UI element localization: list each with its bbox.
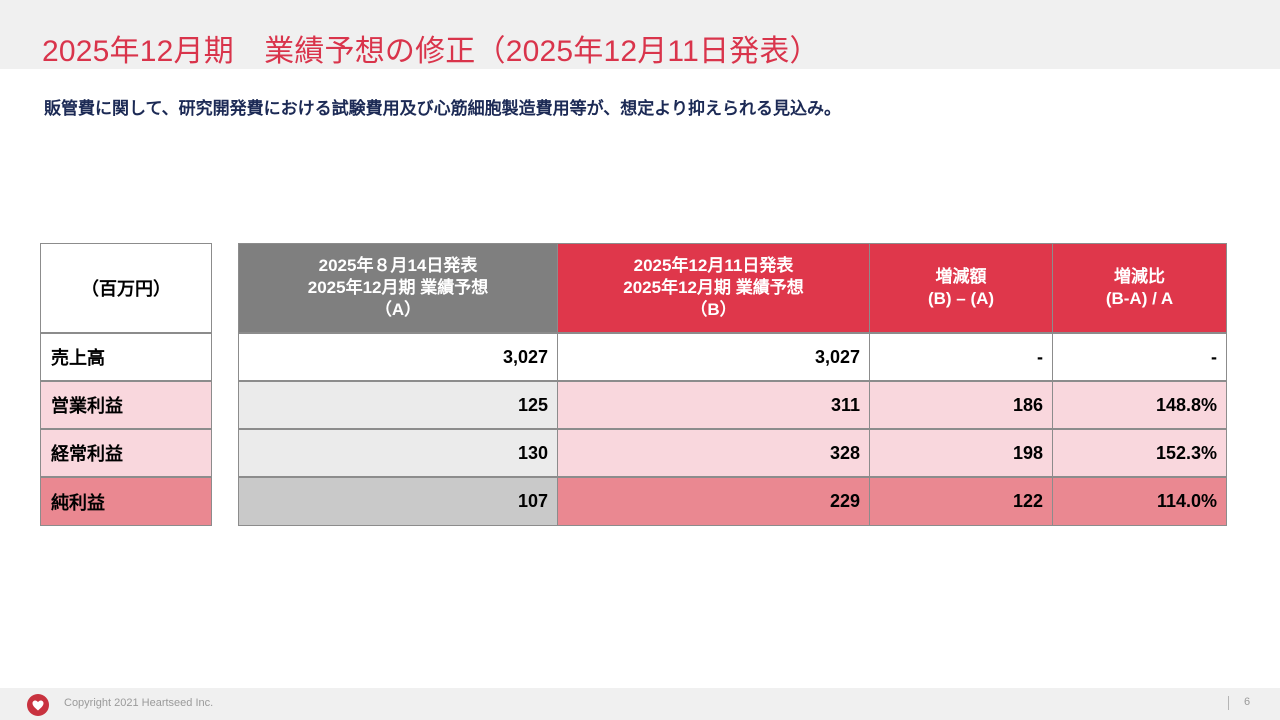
lead-text: 販管費に関して、研究開発費における試験費用及び心筋細胞製造費用等が、想定より抑え…	[44, 99, 841, 118]
row-label-text: 純利益	[51, 492, 105, 513]
cell-sales-a: 3,027	[238, 333, 558, 381]
header-line: 2025年12月期 業績予想	[623, 278, 804, 297]
cell-net-a: 107	[238, 477, 558, 526]
cell-sales-b: 3,027	[557, 333, 870, 381]
row-label-text: 営業利益	[51, 396, 123, 416]
page-number-divider	[1228, 696, 1229, 710]
header-forecast-b: 2025年12月11日発表 2025年12月期 業績予想 （B）	[557, 243, 870, 333]
header-difference: 増減額 (B) – (A)	[869, 243, 1053, 333]
header-change-ratio: 増減比 (B-A) / A	[1052, 243, 1227, 333]
copyright-text: Copyright 2021 Heartseed Inc.	[64, 697, 214, 709]
cell-ordinary-diff: 198	[869, 429, 1053, 477]
row-label-text: 経常利益	[51, 444, 123, 464]
header-line: 増減比	[1114, 267, 1165, 286]
row-label-sales: 売上高	[40, 333, 212, 381]
cell-operating-a: 125	[238, 381, 558, 429]
header-line: (B-A) / A	[1105, 289, 1174, 308]
header-line: 2025年12月期 業績予想	[307, 278, 489, 297]
row-label-net-profit: 純利益	[40, 477, 212, 526]
row-label-operating-profit: 営業利益	[40, 381, 212, 429]
cell-operating-diff: 186	[869, 381, 1053, 429]
header-forecast-a: 2025年８月14日発表 2025年12月期 業績予想 （A）	[238, 243, 558, 333]
page-number: 6	[1244, 696, 1251, 708]
header-line: 増減額	[935, 267, 987, 286]
heart-icon-shape	[32, 700, 44, 710]
header-line: 2025年12月11日発表	[633, 256, 794, 275]
header-line: （B）	[690, 300, 737, 319]
cell-net-diff: 122	[869, 477, 1053, 526]
cell-ordinary-a: 130	[238, 429, 558, 477]
unit-label: （百万円）	[81, 279, 171, 299]
heart-icon	[27, 694, 49, 716]
cell-ordinary-b: 328	[557, 429, 870, 477]
cell-net-b: 229	[557, 477, 870, 526]
header-line: (B) – (A)	[927, 289, 995, 308]
cell-sales-diff: -	[869, 333, 1053, 381]
cell-net-ratio: 114.0%	[1052, 477, 1227, 526]
unit-cell: （百万円）	[40, 243, 212, 333]
cell-sales-ratio: -	[1052, 333, 1227, 381]
cell-operating-b: 311	[557, 381, 870, 429]
header-line: 2025年８月14日発表	[318, 256, 478, 275]
footer-band	[0, 688, 1280, 720]
header-line: （A）	[374, 300, 422, 319]
cell-operating-ratio: 148.8%	[1052, 381, 1227, 429]
row-label-ordinary-profit: 経常利益	[40, 429, 212, 477]
cell-ordinary-ratio: 152.3%	[1052, 429, 1227, 477]
page-title: 2025年12月期 業績予想の修正（2025年12月11日発表）	[42, 35, 820, 68]
title-band	[0, 0, 1280, 69]
row-label-text: 売上高	[51, 348, 105, 368]
